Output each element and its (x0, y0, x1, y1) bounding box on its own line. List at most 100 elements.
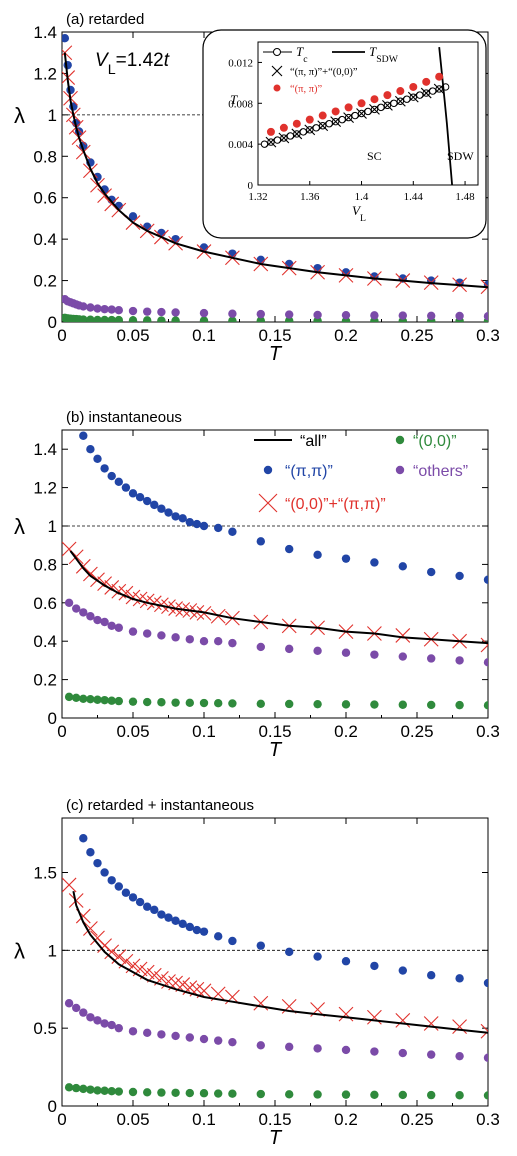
data-point (86, 1013, 95, 1022)
data-point (313, 1090, 322, 1099)
legend-marker-tc (273, 48, 281, 56)
inset-data-point (409, 82, 418, 91)
legend-marker-sum (258, 493, 278, 513)
legend-label-pipi: “(π, π)” (290, 84, 323, 95)
x-tick-label: 0.05 (116, 326, 149, 345)
data-point (157, 316, 166, 322)
data-point (398, 1048, 407, 1058)
data-point (338, 1006, 354, 1022)
data-point (341, 1045, 351, 1055)
legend-label-tc: Tc (296, 44, 308, 65)
data-point (455, 1091, 464, 1100)
inset-data-point (351, 111, 359, 120)
data-point (143, 316, 152, 322)
data-point (107, 315, 116, 322)
y-axis-label: λ (14, 938, 25, 963)
data-point (114, 315, 123, 322)
legend-label-zero: “(0,0)” (413, 433, 457, 450)
inset-data-point (286, 132, 295, 140)
data-point (452, 1019, 467, 1034)
data-point (64, 1083, 74, 1092)
panel-title: (c) retarded + instantaneous (66, 797, 254, 814)
data-point (427, 567, 436, 577)
inset-data-point (265, 136, 277, 148)
data-point (427, 1090, 436, 1100)
y-tick-label: 0.4 (33, 632, 57, 651)
x-tick-label: 0.25 (400, 1110, 433, 1129)
legend-label-sum: “(0,0)”+“(π,π)” (285, 496, 386, 513)
data-point (483, 575, 488, 584)
data-point (66, 85, 75, 95)
data-point (455, 311, 464, 321)
data-point (97, 938, 112, 954)
data-point (72, 693, 81, 703)
data-point (341, 648, 351, 657)
data-point (370, 1047, 379, 1056)
data-point (367, 1009, 382, 1025)
data-point (79, 608, 88, 617)
inset-data-point (429, 87, 437, 95)
data-point (285, 310, 294, 319)
y-tick-label: 0.6 (33, 189, 57, 208)
data-point (313, 550, 322, 559)
data-point (86, 303, 95, 312)
series-others (64, 999, 488, 1062)
series-others (64, 598, 488, 667)
y-axis-label: λ (14, 103, 25, 128)
data-point (114, 305, 124, 315)
data-point (121, 483, 131, 492)
data-point (114, 623, 124, 632)
inset-data-point (377, 103, 385, 112)
data-point (398, 652, 407, 661)
x-axis-label: T (269, 1127, 283, 1149)
data-point (214, 699, 223, 708)
data-point (107, 471, 116, 481)
legend-label-all: “all” (300, 433, 327, 450)
legend-label-others: “others” (413, 463, 468, 480)
inset-y-axis-label: T (230, 92, 238, 107)
data-point (480, 1023, 488, 1039)
data-point (157, 504, 166, 513)
data-point (185, 1033, 194, 1042)
y-tick-label: 1 (48, 106, 57, 125)
legend-marker-pipi (273, 84, 281, 92)
data-point (114, 1087, 124, 1096)
series-pipi (79, 431, 488, 584)
data-point (185, 922, 194, 932)
inset-series-pipi (266, 72, 444, 136)
inset-frame (257, 41, 479, 186)
data-point (256, 1041, 265, 1050)
data-point (398, 700, 407, 709)
panel-c: (c) retarded + instantaneous 0 0.05 0.1 0.15… (14, 797, 500, 1149)
y-tick-label: 0 (48, 1097, 57, 1116)
y-tick-label: 0.8 (33, 555, 57, 574)
data-point (285, 544, 294, 554)
x-tick-label: 0.3 (476, 326, 500, 345)
data-point (483, 701, 488, 710)
data-point (398, 966, 407, 975)
inset-data-point (312, 124, 320, 132)
data-point (395, 628, 411, 643)
data-point (256, 642, 265, 652)
x-tick-label: 0.15 (258, 326, 291, 345)
data-point (185, 698, 194, 708)
data-point (100, 1019, 109, 1028)
data-point (157, 1030, 166, 1039)
x-tick-label: 0 (57, 722, 66, 741)
inset-data-point (435, 72, 444, 81)
data-point (86, 848, 95, 857)
data-point (100, 1086, 109, 1095)
data-point (256, 941, 265, 950)
data-point (214, 1089, 223, 1098)
potential-annotation: VL=1.42t (95, 50, 170, 78)
inset-x-tick-label: 1.32 (248, 191, 267, 203)
y-tick-label: 0.6 (33, 594, 57, 613)
data-point (256, 537, 265, 546)
data-point (86, 445, 95, 454)
data-point (199, 308, 209, 318)
x-tick-label: 0.3 (476, 1110, 500, 1129)
y-tick-label: 1 (48, 517, 57, 536)
inset-plot (260, 47, 453, 185)
data-point (64, 999, 74, 1008)
inset-data-point (317, 120, 329, 132)
